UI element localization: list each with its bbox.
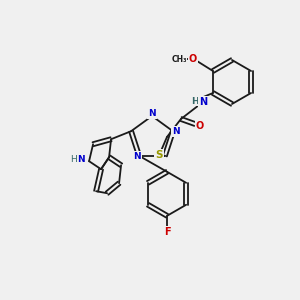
Text: N: N: [148, 110, 156, 118]
Text: CH₃: CH₃: [171, 55, 187, 64]
Text: N: N: [199, 97, 207, 107]
Text: F: F: [164, 227, 170, 237]
Text: O: O: [189, 54, 197, 64]
Text: O: O: [196, 121, 204, 131]
Text: S: S: [155, 150, 163, 160]
Text: N: N: [77, 155, 85, 164]
Text: H: H: [191, 97, 199, 106]
Text: N: N: [133, 152, 141, 161]
Text: H: H: [70, 155, 76, 164]
Text: N: N: [172, 127, 180, 136]
